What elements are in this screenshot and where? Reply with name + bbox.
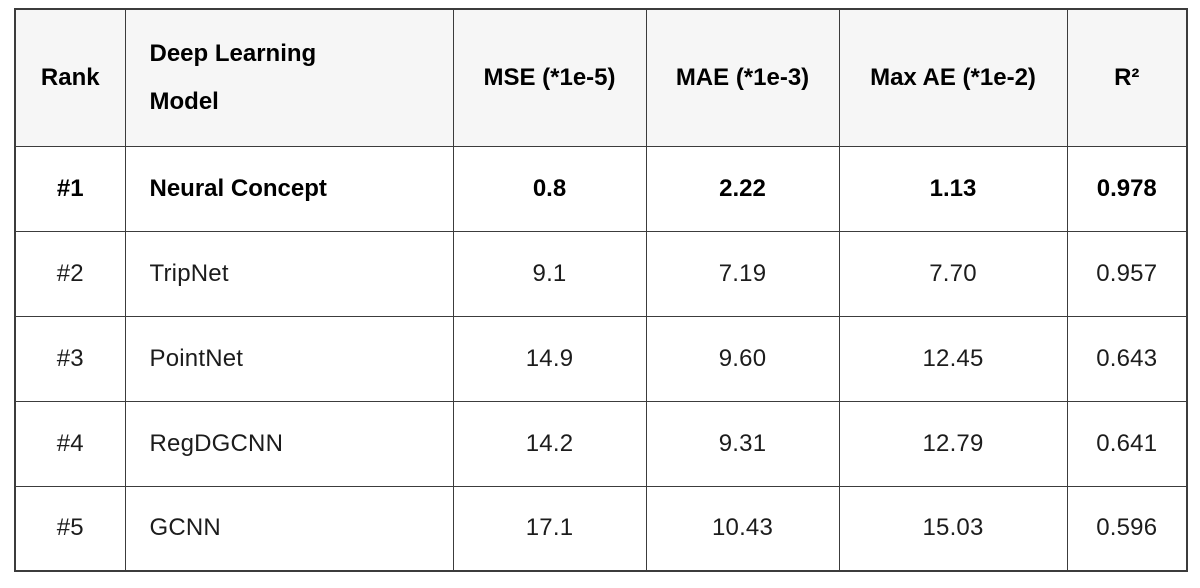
table-row: #5 GCNN 17.1 10.43 15.03 0.596 [14,485,1188,572]
cell-rank: #1 [14,145,126,232]
cell-max-ae: 12.79 [838,400,1068,487]
cell-rank: #5 [14,485,126,572]
column-header-model: Deep Learning Model [124,8,454,147]
cell-max-ae: 15.03 [838,485,1068,572]
column-header-r2-label: R² [1114,64,1140,92]
cell-mse: 0.8 [452,145,647,232]
cell-r2: 0.596 [1066,485,1188,572]
cell-rank: #4 [14,400,126,487]
column-header-mse-label: MSE (*1e-5) [483,64,616,92]
cell-mae: 9.31 [645,400,840,487]
table-row: #2 TripNet 9.1 7.19 7.70 0.957 [14,230,1188,317]
cell-r2: 0.643 [1066,315,1188,402]
cell-r2: 0.641 [1066,400,1188,487]
cell-model: PointNet [124,315,454,402]
column-header-mae-label: MAE (*1e-3) [675,64,810,92]
cell-rank: #2 [14,230,126,317]
column-header-mse: MSE (*1e-5) [452,8,647,147]
column-header-model-label: Deep Learning Model [149,39,317,115]
cell-max-ae: 1.13 [838,145,1068,232]
column-header-r2: R² [1066,8,1188,147]
column-header-mae: MAE (*1e-3) [645,8,840,147]
cell-model: RegDGCNN [124,400,454,487]
column-header-rank: Rank [14,8,126,147]
cell-model: Neural Concept [124,145,454,232]
cell-model: GCNN [124,485,454,572]
cell-mse: 17.1 [452,485,647,572]
column-header-maxae: Max AE (*1e-2) [838,8,1068,147]
cell-max-ae: 12.45 [838,315,1068,402]
cell-mae: 7.19 [645,230,840,317]
table-row: #4 RegDGCNN 14.2 9.31 12.79 0.641 [14,400,1188,487]
header-row: Rank Deep Learning Model MSE (*1e-5) MAE… [14,8,1188,147]
cell-mae: 9.60 [645,315,840,402]
model-leaderboard-table: Rank Deep Learning Model MSE (*1e-5) MAE… [14,8,1188,572]
table-row: #1 Neural Concept 0.8 2.22 1.13 0.978 [14,145,1188,232]
table-header: Rank Deep Learning Model MSE (*1e-5) MAE… [14,8,1188,147]
cell-model: TripNet [124,230,454,317]
cell-r2: 0.978 [1066,145,1188,232]
table-row: #3 PointNet 14.9 9.60 12.45 0.643 [14,315,1188,402]
cell-mse: 9.1 [452,230,647,317]
column-header-maxae-label: Max AE (*1e-2) [870,64,1036,92]
column-header-rank-label: Rank [40,64,100,92]
cell-r2: 0.957 [1066,230,1188,317]
cell-mae: 2.22 [645,145,840,232]
table-body: #1 Neural Concept 0.8 2.22 1.13 0.978 #2… [14,145,1188,572]
cell-rank: #3 [14,315,126,402]
cell-mse: 14.9 [452,315,647,402]
cell-max-ae: 7.70 [838,230,1068,317]
cell-mae: 10.43 [645,485,840,572]
cell-mse: 14.2 [452,400,647,487]
